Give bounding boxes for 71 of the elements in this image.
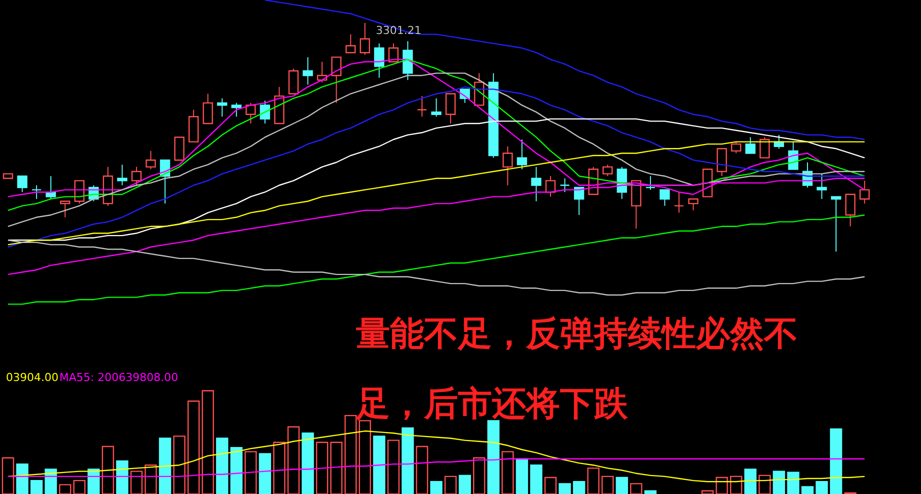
- candlestick: [202, 93, 213, 124]
- bar: [772, 470, 786, 494]
- candlestick: [388, 42, 399, 62]
- candlestick: [602, 164, 613, 177]
- candlestick: [845, 194, 856, 227]
- candlestick: [60, 200, 70, 218]
- text: MA55: 200639808.00: [59, 371, 178, 384]
- candlestick: [531, 166, 542, 202]
- candlestick: [560, 178, 570, 193]
- bar: [430, 481, 442, 494]
- annotation: 足，后市还将下跌: [355, 384, 630, 424]
- candlestick: [302, 56, 313, 86]
- bar: [644, 490, 657, 494]
- candlestick: [431, 98, 442, 118]
- candlestick: [31, 184, 42, 200]
- candlestick: [260, 100, 270, 124]
- bar: [158, 438, 172, 494]
- bar: [302, 432, 314, 494]
- bar: [516, 458, 528, 494]
- bar: [373, 436, 386, 494]
- candlestick: [502, 146, 513, 186]
- bar: [801, 486, 814, 494]
- candlestick: [17, 175, 28, 193]
- bar: [816, 481, 828, 494]
- candlestick: [246, 102, 256, 124]
- candlestick: [860, 180, 870, 204]
- bar: [616, 476, 628, 494]
- candlestick: [331, 56, 342, 104]
- bar: [558, 483, 571, 494]
- candlestick: [402, 40, 413, 81]
- candlestick: [745, 136, 756, 154]
- candlestick: [445, 93, 456, 124]
- bar: [830, 428, 842, 494]
- candlestick: [716, 148, 727, 177]
- candlestick: [288, 68, 299, 94]
- candlestick: [731, 141, 742, 154]
- candlestick: [830, 196, 842, 252]
- candlestick: [374, 42, 384, 78]
- candlestick: [217, 98, 228, 118]
- bar: [30, 480, 43, 494]
- bar: [16, 463, 28, 494]
- bar: [402, 427, 414, 494]
- bar: [530, 464, 542, 494]
- bar: [572, 481, 586, 494]
- candlestick: [660, 189, 670, 206]
- candlestick: [816, 173, 827, 200]
- candlestick: [645, 176, 656, 190]
- candlestick: [174, 136, 184, 161]
- bar: [787, 472, 800, 494]
- candlestick: [117, 164, 128, 186]
- candlestick: [131, 166, 142, 186]
- candlestick: [674, 192, 684, 214]
- candlestick: [46, 176, 56, 200]
- bar: [487, 420, 500, 494]
- candlestick: [516, 139, 528, 170]
- text: 量能不足，反弹持续性必然不: [356, 314, 798, 354]
- candlestick: [346, 34, 356, 54]
- bar: [216, 438, 228, 494]
- candlestick: [360, 22, 370, 56]
- bar: [88, 468, 100, 494]
- bar: [116, 460, 128, 494]
- candlestick: [760, 136, 770, 158]
- bar: [258, 453, 272, 494]
- candlestick: [231, 102, 242, 118]
- candlestick: [146, 150, 156, 170]
- bar: [230, 446, 243, 494]
- bar: [744, 468, 756, 494]
- candlestick: [688, 198, 698, 211]
- text: 03904.00: [6, 371, 58, 384]
- candlestick: [416, 96, 428, 118]
- bar: [458, 474, 471, 494]
